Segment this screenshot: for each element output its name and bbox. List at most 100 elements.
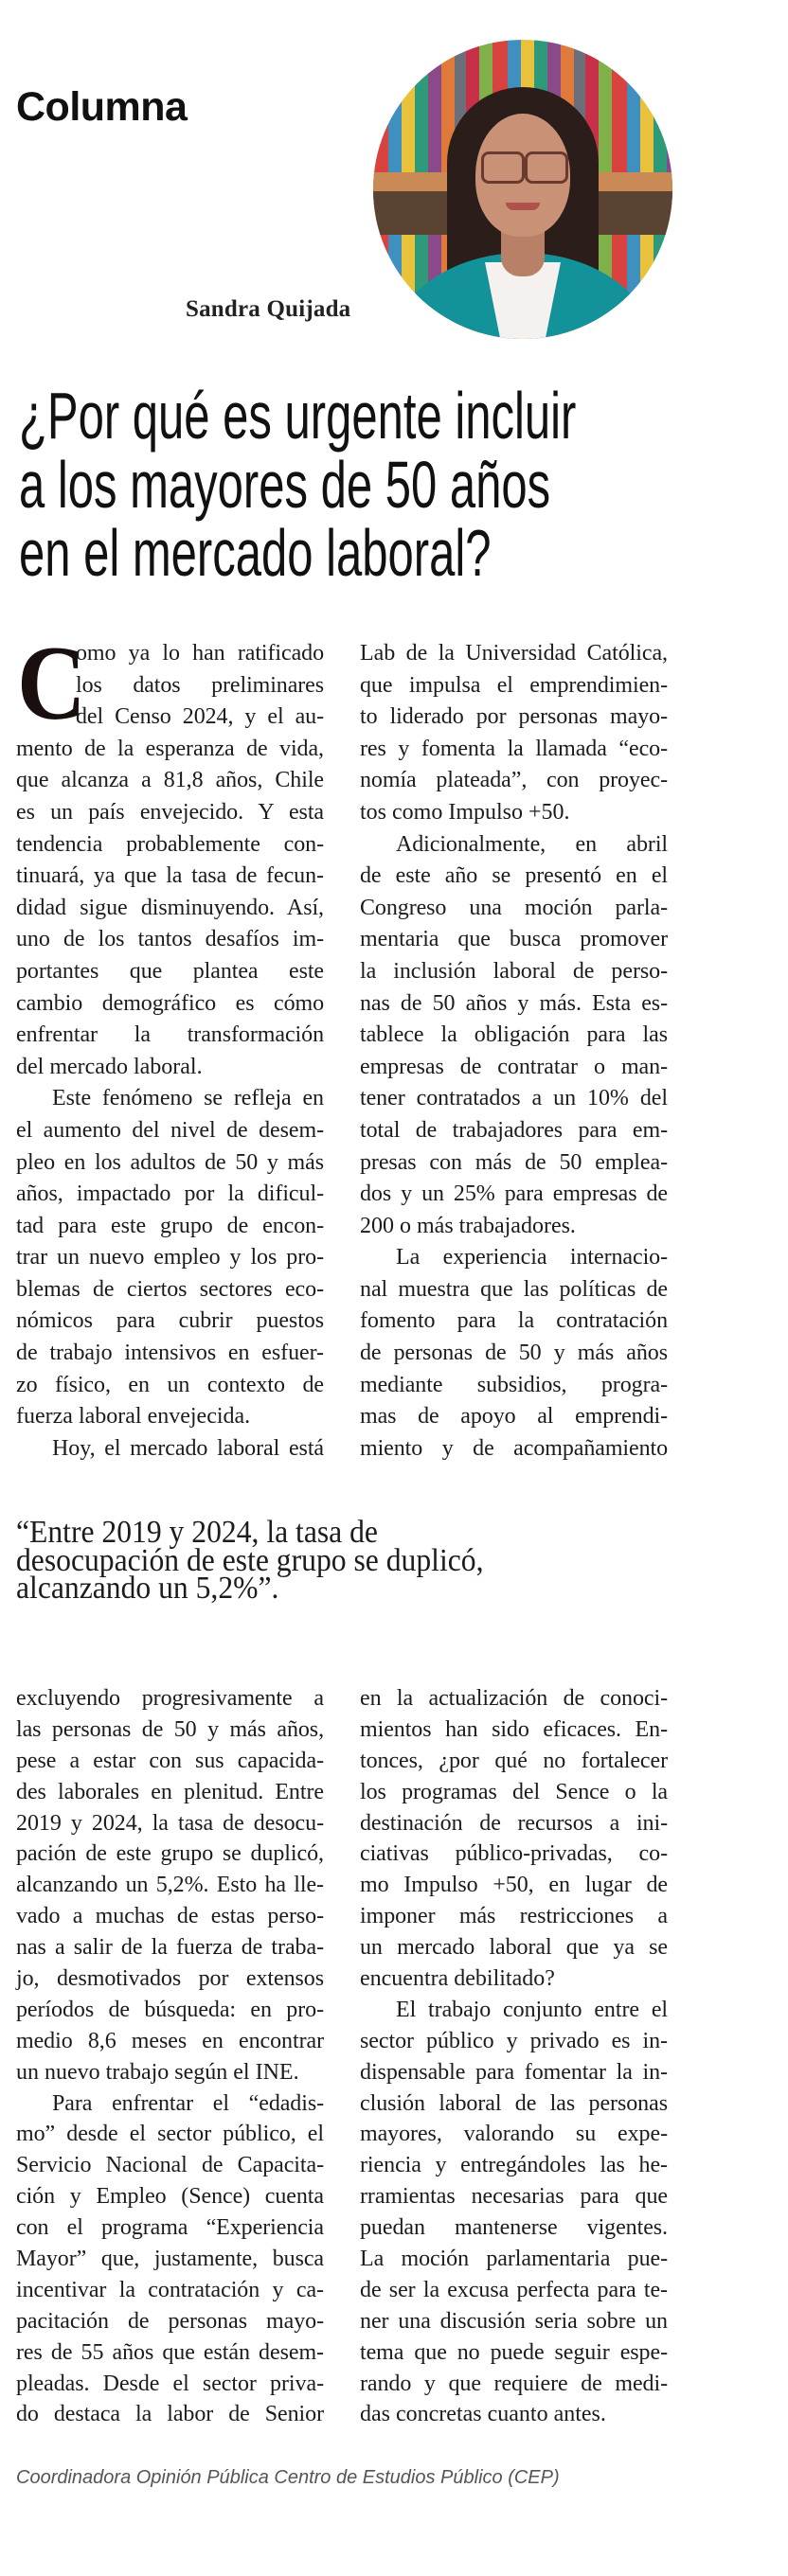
text-line: ción y Empleo (Sence) cuenta (16, 2184, 324, 2210)
text-line: portantes que plantea este (16, 958, 324, 984)
text-line: mientos han sido eficaces. En- (360, 1716, 668, 1742)
text-line: zo físico, en un contexto de (16, 1372, 324, 1397)
glasses-icon (525, 151, 568, 184)
text-line: nas de 50 años y más. Esta es- (360, 990, 668, 1016)
text-line: destinación de recursos a ini- (360, 1810, 668, 1836)
text-line: la inclusión laboral de perso- (360, 958, 668, 984)
portrait-smile (506, 203, 540, 210)
text-line: tener contratados a un 10% del (360, 1086, 668, 1111)
text-line: res de 55 años que están desem- (16, 2339, 324, 2365)
text-line: pación de este grupo se duplicó, (16, 1841, 324, 1867)
text-line: Para enfrentar el “edadis- (52, 2090, 324, 2116)
text-line: tablece la obligación para las (360, 1022, 668, 1048)
text-line: Este fenómeno se refleja en (52, 1086, 324, 1111)
text-line: blemas de ciertos sectores eco- (16, 1276, 324, 1302)
text-line: empresas de contratar o man- (360, 1054, 668, 1079)
column-left-part2: excluyendo progresivamente a las personas… (16, 1683, 324, 2430)
text-line: del Censo 2024, y el au- (76, 704, 324, 730)
text-line: incentivar la contratación y ca- (16, 2277, 324, 2302)
text-line: rando y que requiere de medi- (360, 2371, 668, 2396)
text-line: nómicos para cubrir puestos (16, 1308, 324, 1334)
text-line: medio 8,6 meses en encontrar (16, 2028, 324, 2053)
text-line: res y fomenta la llamada “eco- (360, 736, 668, 761)
headline-line: en el mercado laboral? (19, 516, 492, 590)
text-line: excluyendo progresivamente a (16, 1686, 324, 1711)
text-line: puedan mantenerse vigentes. (360, 2215, 668, 2241)
pull-quote: “Entre 2019 y 2024, la tasa de desocupac… (16, 1515, 519, 1604)
text-line: 2019 y 2024, la tasa de desocu- (16, 1810, 324, 1836)
text-line: clusión laboral de las personas (360, 2090, 668, 2116)
text-line: to liderado por personas mayo- (360, 704, 668, 730)
text-line: sector público y privado es in- (360, 2028, 668, 2053)
text-line: ner una discusión seria sobre un (360, 2308, 668, 2334)
author-credit: Coordinadora Opinión Pública Centro de E… (16, 2467, 560, 2488)
text-line: El trabajo conjunto entre el (396, 1997, 668, 2022)
text-line: didad sigue disminuyendo. Así, (16, 895, 324, 920)
text-line: nal muestra que las políticas de (360, 1276, 668, 1302)
text-line: de ser la excusa perfecta para te- (360, 2277, 668, 2302)
text-line: tema que no puede seguir espe- (360, 2339, 668, 2365)
text-line: el aumento del nivel de desem- (16, 1117, 324, 1143)
text-line: de personas de 50 y más años (360, 1341, 668, 1366)
text-line: nas a salir de la fuerza de traba- (16, 1935, 324, 1961)
text-line: Mayor” que, justamente, busca (16, 2247, 324, 2272)
text-line: Hoy, el mercado laboral está (52, 1435, 324, 1461)
text-line: rramientas necesarias para que (360, 2184, 668, 2210)
headline: ¿Por qué es urgente incluir a los mayore… (19, 382, 788, 588)
text-line: de este año se presentó en el (360, 863, 668, 889)
text-line: mo Impulso +50, en lugar de (360, 1873, 668, 1898)
text-line: tos como Impulso +50. (360, 799, 570, 825)
text-line: de trabajo intensivos en esfuer- (16, 1341, 324, 1366)
text-line: das concretas cuanto antes. (360, 2402, 606, 2427)
text-line: es un país envejecido. Y esta (16, 799, 324, 825)
text-line: fomento para la contratación (360, 1308, 668, 1334)
text-line: total de trabajadores para em- (360, 1117, 668, 1143)
text-line: pacitación de personas mayo- (16, 2308, 324, 2334)
text-line: trar un nuevo empleo y los pro- (16, 1245, 324, 1270)
column-right-part1: Lab de la Universidad Católica, que impul… (360, 638, 668, 1465)
text-line: los datos preliminares (76, 672, 324, 698)
column-right-part2: en la actualización de conoci-mientos ha… (360, 1683, 668, 2430)
text-line: imponer más restricciones a (360, 1904, 668, 1929)
text-line: pleadas. Desde el sector priva- (16, 2371, 324, 2396)
text-line: 200 o más trabajadores. (360, 1213, 576, 1238)
text-line: tinuará, ya que la tasa de fecun- (16, 863, 324, 889)
text-line: un mercado laboral que ya se (360, 1935, 668, 1961)
text-line: mas de apoyo al emprendi- (360, 1404, 668, 1430)
text-line: pleo en los adultos de 50 y más (16, 1149, 324, 1175)
pull-quote-line: “Entre 2019 y 2024, la tasa de (16, 1515, 378, 1550)
text-line: pese a estar con sus capacida- (16, 1748, 324, 1773)
pull-quote-line: desocupación de este grupo se duplicó, (16, 1542, 484, 1578)
text-line: Adicionalmente, en abril (396, 831, 668, 857)
text-line: mayores, valorando su expe- (360, 2122, 668, 2147)
text-line: del mercado laboral. (16, 1054, 203, 1079)
text-line: un nuevo trabajo según el INE. (16, 2059, 299, 2085)
text-line: que impulsa el emprendimien- (360, 672, 668, 698)
text-line: cambio demográfico es cómo (16, 990, 324, 1016)
glasses-icon (481, 151, 525, 184)
column-left-part1: omo ya lo han ratificado los datos prelim… (16, 638, 324, 1465)
text-line: mediante subsidios, progra- (360, 1372, 668, 1397)
text-line: dispensable para fomentar la in- (360, 2059, 668, 2085)
drop-cap: C (17, 625, 86, 742)
headline-line: a los mayores de 50 años (19, 447, 551, 522)
text-line: La experiencia internacio- (396, 1245, 668, 1270)
text-line: nomía plateada”, con proyec- (360, 768, 668, 793)
author-byline: Sandra Quijada (186, 296, 351, 322)
text-line: Congreso una moción parla- (360, 895, 668, 920)
text-line: dos y un 25% para empresas de (360, 1181, 668, 1207)
text-line: uno de los tantos desafíos im- (16, 927, 324, 952)
text-line: ciativas público-privadas, co- (360, 1841, 668, 1867)
text-line: mentaria que busca promover (360, 927, 668, 952)
text-line: en la actualización de conoci- (360, 1686, 668, 1711)
text-line: tad para este grupo de encon- (16, 1213, 324, 1238)
text-line: encuentra debilitado? (360, 1966, 555, 1992)
text-line: tonces, ¿por qué no fortalecer (360, 1748, 668, 1773)
headline-line: ¿Por qué es urgente incluir (19, 379, 577, 453)
text-line: tendencia probablemente con- (16, 831, 324, 857)
text-line: vado a muchas de estas perso- (16, 1904, 324, 1929)
text-line: períodos de búsqueda: en pro- (16, 1997, 324, 2022)
text-line: las personas de 50 y más años, (16, 1716, 324, 1742)
section-label: Columna (16, 84, 188, 130)
text-line: que alcanza a 81,8 años, Chile (16, 768, 324, 793)
